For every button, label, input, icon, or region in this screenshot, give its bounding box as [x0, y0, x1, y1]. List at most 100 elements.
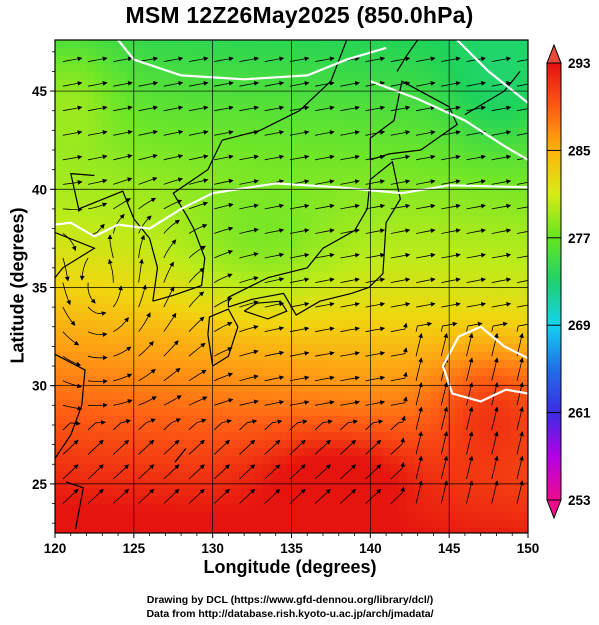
field-cell — [335, 296, 344, 305]
field-cell — [159, 392, 168, 401]
field-cell — [279, 384, 288, 393]
field-cell — [103, 344, 112, 353]
field-cell — [119, 432, 128, 441]
field-cell — [503, 264, 512, 273]
field-cell — [63, 200, 72, 209]
field-cell — [407, 96, 416, 105]
field-cell — [279, 64, 288, 73]
field-cell — [303, 464, 312, 473]
field-cell — [263, 480, 272, 489]
field-cell — [399, 112, 408, 121]
field-cell — [279, 192, 288, 201]
streamline — [163, 219, 180, 234]
field-cell — [95, 216, 104, 225]
streamline — [188, 267, 205, 283]
field-cell — [239, 328, 248, 337]
field-cell — [247, 152, 256, 161]
field-cell — [343, 256, 352, 265]
field-cell — [391, 176, 400, 185]
field-cell — [359, 416, 368, 425]
field-cell — [215, 360, 224, 369]
streamline — [416, 301, 436, 308]
field-cell — [215, 112, 224, 121]
field-cell — [503, 72, 512, 81]
field-cell — [327, 144, 336, 153]
field-cell — [255, 400, 264, 409]
field-cell — [191, 232, 200, 241]
field-cell — [303, 80, 312, 89]
field-cell — [367, 448, 376, 457]
field-cell — [167, 272, 176, 281]
field-cell — [351, 456, 360, 465]
field-cell — [127, 288, 136, 297]
field-cell — [167, 152, 176, 161]
field-cell — [63, 504, 72, 513]
field-cell — [463, 112, 472, 121]
field-cell — [207, 288, 216, 297]
field-cell — [319, 256, 328, 265]
field-cell — [319, 320, 328, 329]
field-cell — [79, 368, 88, 377]
field-cell — [343, 408, 352, 417]
field-cell — [231, 352, 240, 361]
field-cell — [103, 456, 112, 465]
field-cell — [295, 488, 304, 497]
field-cell — [439, 72, 448, 81]
field-cell — [255, 520, 264, 529]
field-cell — [95, 184, 104, 193]
field-cell — [55, 384, 64, 393]
field-cell — [95, 504, 104, 513]
field-cell — [183, 224, 192, 233]
field-cell — [351, 144, 360, 153]
field-cell — [327, 320, 336, 329]
field-cell — [295, 208, 304, 217]
field-cell — [71, 336, 80, 345]
field-cell — [471, 200, 480, 209]
field-cell — [455, 440, 464, 449]
field-cell — [503, 512, 512, 521]
field-cell — [399, 400, 408, 409]
field-cell — [159, 360, 168, 369]
field-cell — [391, 368, 400, 377]
field-cell — [63, 224, 72, 233]
streamline — [289, 488, 306, 504]
field-cell — [407, 472, 416, 481]
streamline — [289, 56, 310, 62]
field-cell — [215, 200, 224, 209]
streamline — [441, 277, 461, 283]
field-cell — [415, 440, 424, 449]
field-cell — [351, 344, 360, 353]
field-cell — [335, 104, 344, 113]
field-cell — [207, 320, 216, 329]
field-cell — [143, 496, 152, 505]
field-cell — [63, 416, 72, 425]
field-cell — [167, 112, 176, 121]
field-cell — [439, 504, 448, 513]
field-cell — [95, 128, 104, 137]
field-cell — [111, 368, 120, 377]
field-cell — [111, 488, 120, 497]
field-cell — [479, 520, 488, 529]
field-cell — [399, 440, 408, 449]
field-cell — [351, 112, 360, 121]
streamline — [213, 488, 230, 504]
field-cell — [95, 336, 104, 345]
field-cell — [423, 240, 432, 249]
field-cell — [367, 136, 376, 145]
field-cell — [271, 176, 280, 185]
field-cell — [439, 160, 448, 169]
field-cell — [71, 112, 80, 121]
streamline — [416, 203, 436, 210]
field-cell — [239, 416, 248, 425]
field-cell — [159, 80, 168, 89]
streamline — [491, 277, 512, 283]
field-cell — [247, 504, 256, 513]
field-cell — [175, 272, 184, 281]
field-cell — [167, 528, 176, 533]
field-cell — [207, 112, 216, 121]
field-cell — [215, 256, 224, 265]
field-cell — [343, 344, 352, 353]
field-cell — [111, 328, 120, 337]
field-cell — [79, 424, 88, 433]
field-cell — [111, 264, 120, 273]
